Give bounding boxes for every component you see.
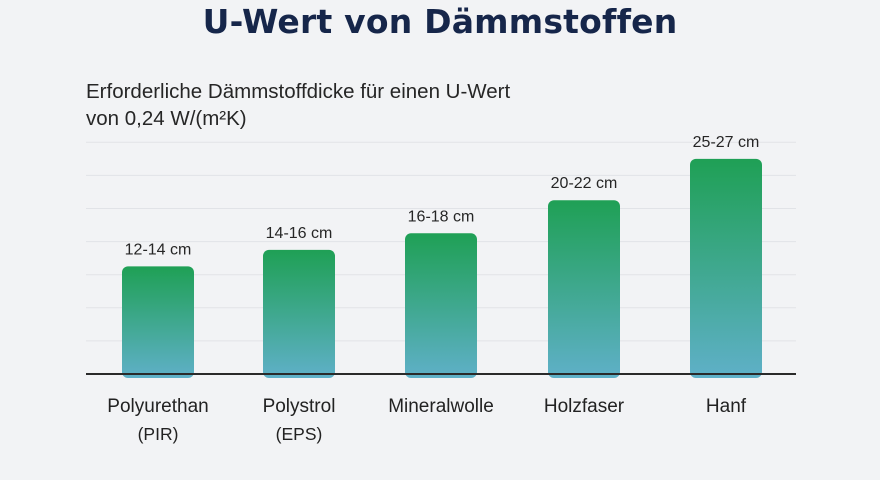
- category-label-3: Mineralwolle: [388, 396, 494, 417]
- category-label-1-sub: (PIR): [138, 424, 179, 444]
- value-label-3: 16-18 cm: [408, 208, 475, 225]
- value-label-4: 20-22 cm: [551, 175, 618, 192]
- category-label-2-sub: (EPS): [276, 424, 323, 444]
- category-label-5: Hanf: [706, 396, 747, 417]
- chart-subtitle-line-2: von 0,24 W/(m²K): [86, 107, 247, 130]
- value-label-2: 14-16 cm: [266, 225, 333, 242]
- chart-title: U-Wert von Dämmstoffen: [202, 2, 678, 41]
- value-label-1: 12-14 cm: [125, 241, 192, 258]
- category-label-1: Polyurethan: [107, 396, 208, 417]
- bar-4: [548, 200, 620, 378]
- chart-subtitle: Erforderliche Dämmstoffdicke für einen U…: [86, 78, 646, 132]
- bar-5: [690, 158, 762, 378]
- bar-2: [263, 249, 335, 378]
- bar-3: [405, 233, 477, 378]
- chart-subtitle-line-1: Erforderliche Dämmstoffdicke für einen U…: [86, 80, 511, 103]
- category-label-2: Polystrol: [263, 396, 336, 417]
- category-label-4: Holzfaser: [544, 396, 625, 417]
- bar-1: [122, 266, 194, 378]
- value-label-5: 25-27 cm: [693, 134, 760, 151]
